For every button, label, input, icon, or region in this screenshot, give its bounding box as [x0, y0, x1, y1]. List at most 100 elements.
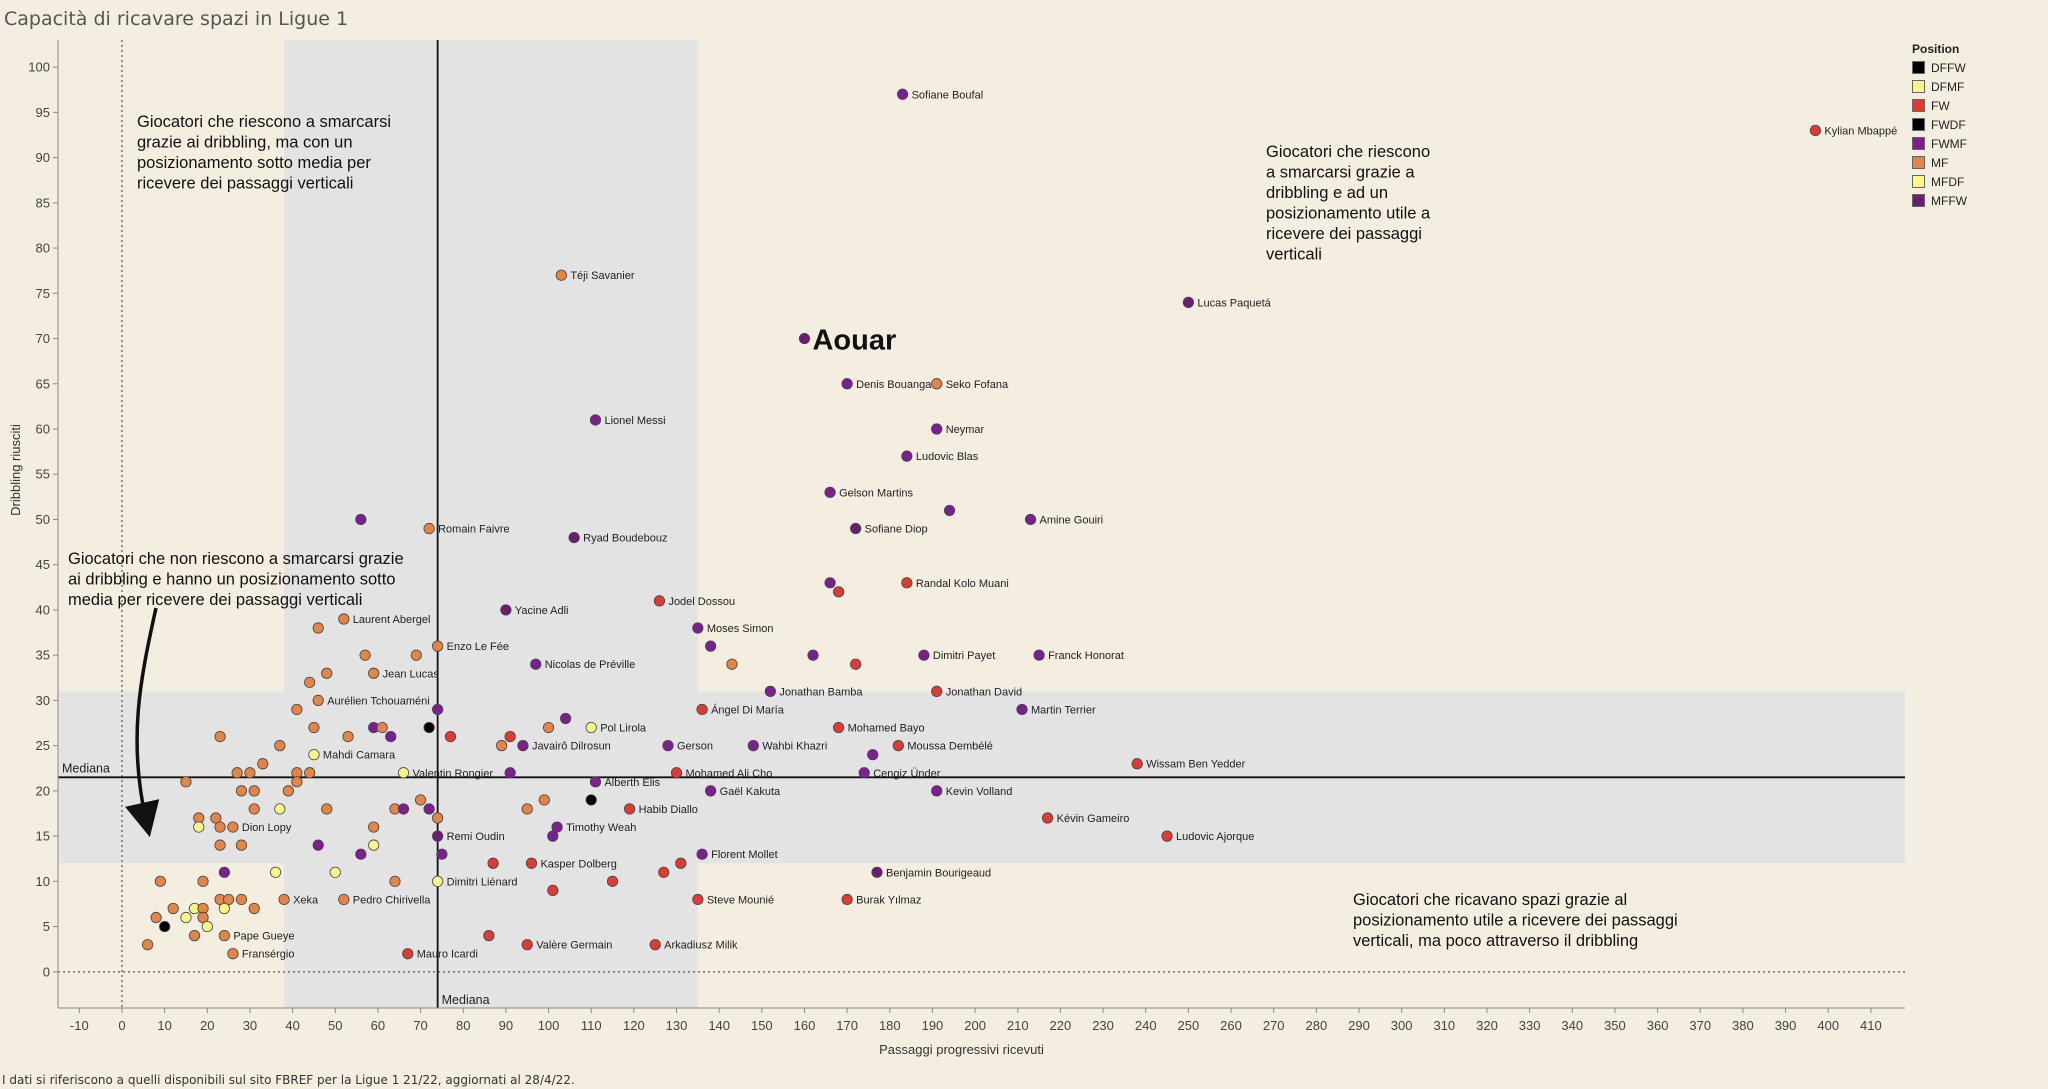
legend-item: MFDF [1912, 172, 1967, 191]
data-point [560, 712, 572, 725]
data-point-label: Arkadiusz Milik [664, 940, 738, 952]
highlight-point [798, 332, 811, 345]
data-point [504, 767, 516, 779]
data-point [432, 812, 444, 824]
data-point-label: Denis Bouanga [856, 379, 932, 391]
data-point-label: Mohamed Bayo [848, 723, 925, 735]
data-point [141, 939, 154, 951]
data-point-label: Steve Mounié [707, 894, 774, 906]
data-point [705, 640, 717, 652]
data-point [807, 649, 819, 661]
y-tick-label: 30 [36, 693, 50, 708]
data-point [1016, 703, 1028, 716]
data-point [218, 866, 230, 878]
x-tick-label: 130 [666, 1018, 688, 1033]
annotation-bottom-right: Giocatori che ricavano spazi grazie al po… [1353, 891, 1678, 950]
data-point [248, 785, 260, 797]
x-tick-label: 170 [836, 1018, 858, 1033]
data-point-label: Enzo Le Fée [447, 641, 509, 653]
data-point [397, 767, 410, 779]
data-point [444, 730, 457, 743]
data-point [538, 794, 550, 806]
data-point [432, 875, 444, 887]
legend-item: DFMF [1912, 77, 1967, 96]
x-tick-label: 70 [413, 1018, 427, 1033]
data-point [402, 948, 414, 960]
data-point [321, 803, 333, 815]
data-point-label: Ángel Di María [711, 703, 785, 716]
data-point [850, 522, 862, 535]
y-tick-label: 65 [36, 376, 50, 391]
y-tick-label: 15 [36, 829, 50, 844]
data-point [858, 767, 870, 779]
data-point [606, 875, 619, 887]
data-point [824, 577, 836, 589]
data-point [1042, 812, 1054, 824]
legend-swatch [1912, 137, 1925, 150]
data-point [359, 649, 371, 661]
data-point-label: Pol Lirola [600, 723, 647, 735]
x-tick-label: 320 [1476, 1018, 1498, 1033]
x-tick-label: 390 [1775, 1018, 1797, 1033]
data-point-label: Franck Honorat [1048, 650, 1124, 662]
data-point [901, 577, 913, 589]
data-point [410, 649, 422, 661]
data-point [525, 857, 538, 869]
y-tick-label: 5 [43, 919, 50, 934]
data-point-label: Remi Oudin [447, 831, 505, 843]
data-point [841, 893, 853, 906]
data-point-label: Kylian Mbappé [1824, 125, 1897, 137]
data-point [747, 740, 759, 752]
y-tick-label: 75 [36, 286, 50, 301]
data-point [218, 902, 230, 915]
y-tick-label: 85 [36, 195, 50, 210]
x-tick-label: 50 [328, 1018, 342, 1033]
data-point [355, 513, 367, 526]
data-point [726, 658, 738, 670]
data-point [269, 866, 282, 878]
legend-item: DFFW [1912, 58, 1967, 77]
data-point-label: Pedro Chirivella [353, 894, 432, 906]
legend: Position DFFW DFMF FW FWDF FWMF MF MFDF MFFW [1912, 42, 1967, 210]
data-point [521, 939, 533, 951]
data-point [197, 911, 209, 924]
data-point [278, 893, 290, 906]
x-tick-label: 140 [708, 1018, 730, 1033]
data-point [432, 640, 444, 652]
data-point [210, 812, 222, 824]
data-point [1182, 296, 1194, 308]
data-point-label: Habib Diallo [639, 804, 698, 816]
y-tick-label: 50 [36, 512, 50, 527]
data-point [551, 821, 563, 833]
y-tick-label: 40 [36, 602, 50, 617]
legend-item: MFFW [1912, 191, 1967, 210]
data-point [338, 893, 350, 906]
data-point [235, 785, 248, 797]
legend-label: FWDF [1931, 117, 1966, 132]
x-tick-label: 360 [1647, 1018, 1669, 1033]
data-point [483, 930, 495, 942]
data-points: Kylian Mbappé Sofiane Boufal Lucas Paquetá… [141, 88, 1897, 961]
data-point [197, 875, 209, 887]
x-tick-label: 270 [1263, 1018, 1285, 1033]
legend-swatch [1912, 194, 1925, 207]
data-point [235, 839, 248, 851]
data-point [150, 911, 162, 924]
data-point-label: Alberth Elis [604, 777, 660, 789]
data-point-label: Xeka [293, 894, 319, 906]
axes: -10 0 10 20 30 40 50 60 70 80 90 100 110 120 130 140 150… [8, 40, 1905, 1057]
data-point [436, 848, 448, 860]
data-point-label: Benjamin Bourigeaud [886, 867, 991, 879]
data-point [649, 939, 661, 951]
x-tick-label: 150 [751, 1018, 773, 1033]
data-point-label: Burak Yılmaz [856, 894, 921, 906]
data-point [227, 821, 239, 833]
data-point [308, 749, 320, 761]
data-point-label: Randal Kolo Muani [916, 578, 1009, 590]
data-point-label: Yacine Adli [515, 605, 569, 617]
y-tick-label: 55 [36, 467, 50, 482]
data-point-label: Sofiane Boufal [912, 89, 984, 101]
data-point-label: Javairô Dilrosun [532, 741, 611, 753]
legend-label: FW [1931, 98, 1950, 113]
x-tick-label: 40 [285, 1018, 299, 1033]
